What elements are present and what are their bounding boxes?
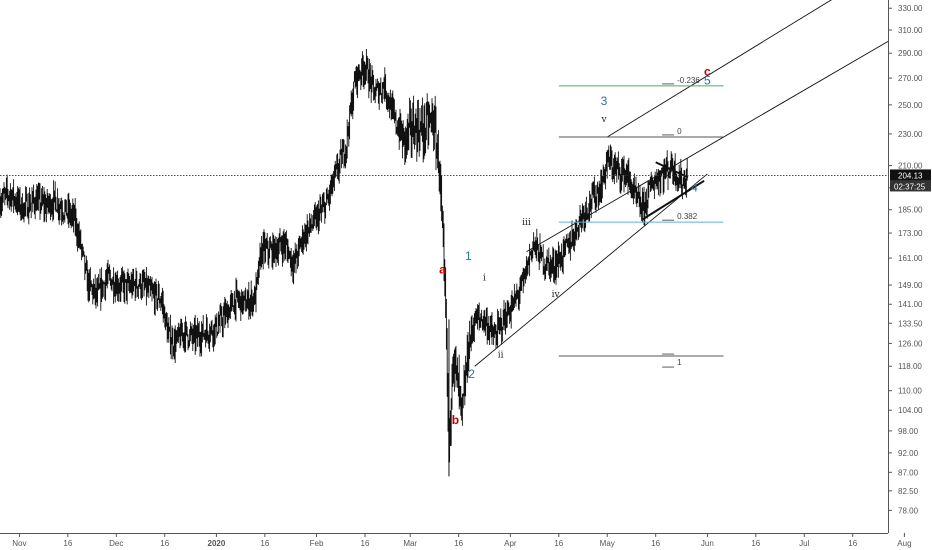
x-tick-label: Aug [897,539,911,548]
fib-level-label: 0 [677,127,682,136]
x-tick-label: May [600,539,615,548]
x-tick-label: 2020 [208,539,226,548]
channel-lower-line [474,173,708,367]
x-tick-label: 16 [160,539,169,548]
countdown-badge [890,180,931,192]
wave-label: 3 [601,94,608,108]
y-tick-label: 104.00 [898,406,923,415]
wave-label: c [704,65,711,79]
x-axis-background [0,533,932,550]
x-tick-label: Jul [799,539,809,548]
x-tick-label: 16 [751,539,760,548]
wave-label: iv [552,290,561,300]
y-tick-label: 149.00 [898,281,923,290]
bar-countdown: 02:37:25 [894,182,926,191]
fib-level-label: 1 [677,358,682,367]
y-tick-label: 250.00 [898,101,923,110]
wave-label: 4 [691,180,698,194]
y-tick-label: 141.00 [898,300,923,309]
wave-label: b [452,413,459,427]
y-tick-label: 270.00 [898,74,923,83]
y-axis-background [888,0,932,550]
y-tick-label: 173.00 [898,229,923,238]
x-tick-label: Nov [12,539,26,548]
x-tick-label: Mar [403,539,417,548]
wave-label: a [439,263,446,277]
y-tick-label: 87.00 [898,468,919,477]
price-bars [0,49,688,463]
y-tick-label: 126.00 [898,339,923,348]
y-tick-label: 110.00 [898,387,922,396]
y-tick-label: 82.50 [898,487,919,496]
x-tick-label: 16 [848,539,857,548]
x-tick-label: Dec [109,539,123,548]
triangle-upper-line [655,161,689,179]
x-tick-label: 16 [63,539,72,548]
y-tick-label: 161.00 [898,254,923,263]
current-price-badge [890,169,931,181]
price-series [0,49,688,477]
channel-middle-line [526,35,899,253]
y-tick-label: 92.00 [898,449,919,458]
wave-label: 2 [468,367,475,381]
x-tick-label: Apr [504,539,517,548]
fib-level-label: -0.236 [677,76,700,85]
y-tick-label: 230.00 [898,130,923,139]
y-tick-label: 210.00 [898,162,923,171]
x-tick-label: 16 [260,539,269,548]
x-tick-label: 16 [454,539,463,548]
current-price-value: 204.13 [898,171,923,180]
channel-upper-line [607,0,832,138]
wave-label: iii [522,218,531,228]
x-tick-label: 16 [361,539,370,548]
y-tick-label: 118.00 [898,362,922,371]
y-tick-label: 78.00 [898,506,919,515]
y-tick-label: 330.00 [898,4,923,13]
wave-label: 5 [704,74,711,88]
fib-level-label: 0.382 [677,212,698,221]
y-tick-label: 133.50 [898,319,923,328]
triangle-lower-line [642,179,705,221]
wave-label: i [483,273,486,283]
y-tick-label: 185.00 [898,206,923,215]
wave-label: v [600,115,607,125]
y-tick-label: 98.00 [898,427,919,436]
wave-label: 1 [465,249,472,263]
x-tick-label: Feb [310,539,324,548]
wave-label: ii [498,350,504,360]
y-tick-label: 310.00 [898,26,923,35]
y-tick-label: 290.00 [898,49,923,58]
x-tick-label: 16 [651,539,660,548]
x-tick-label: 16 [554,539,563,548]
x-tick-label: Jun [701,539,714,548]
